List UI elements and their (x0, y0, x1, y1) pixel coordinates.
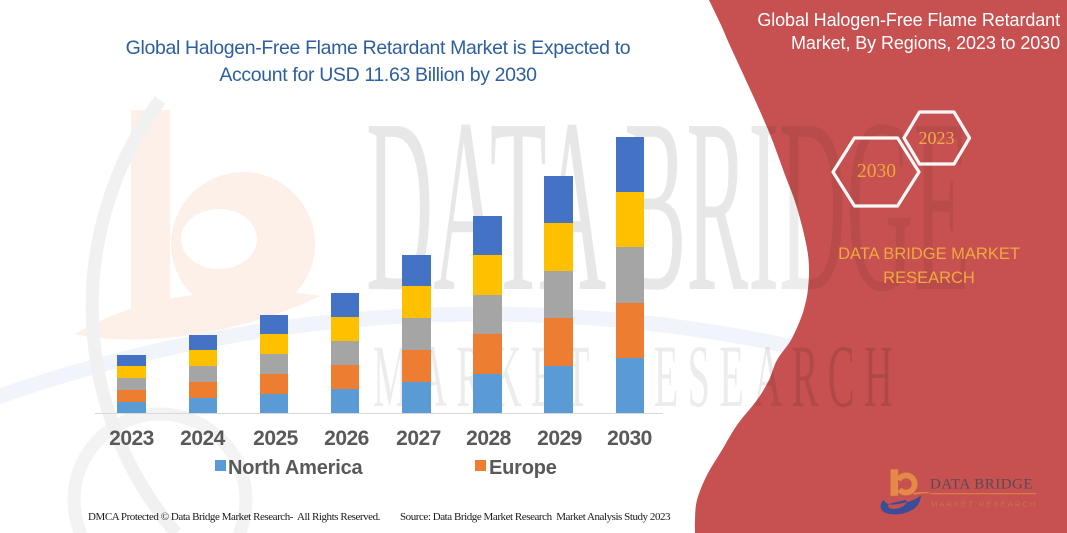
svg-text:2023: 2023 (919, 128, 955, 148)
svg-text:DATA BRIDGE: DATA BRIDGE (930, 477, 1033, 493)
svg-text:2030: 2030 (857, 161, 896, 182)
svg-text:MARKET RESEARCH: MARKET RESEARCH (931, 500, 1037, 509)
